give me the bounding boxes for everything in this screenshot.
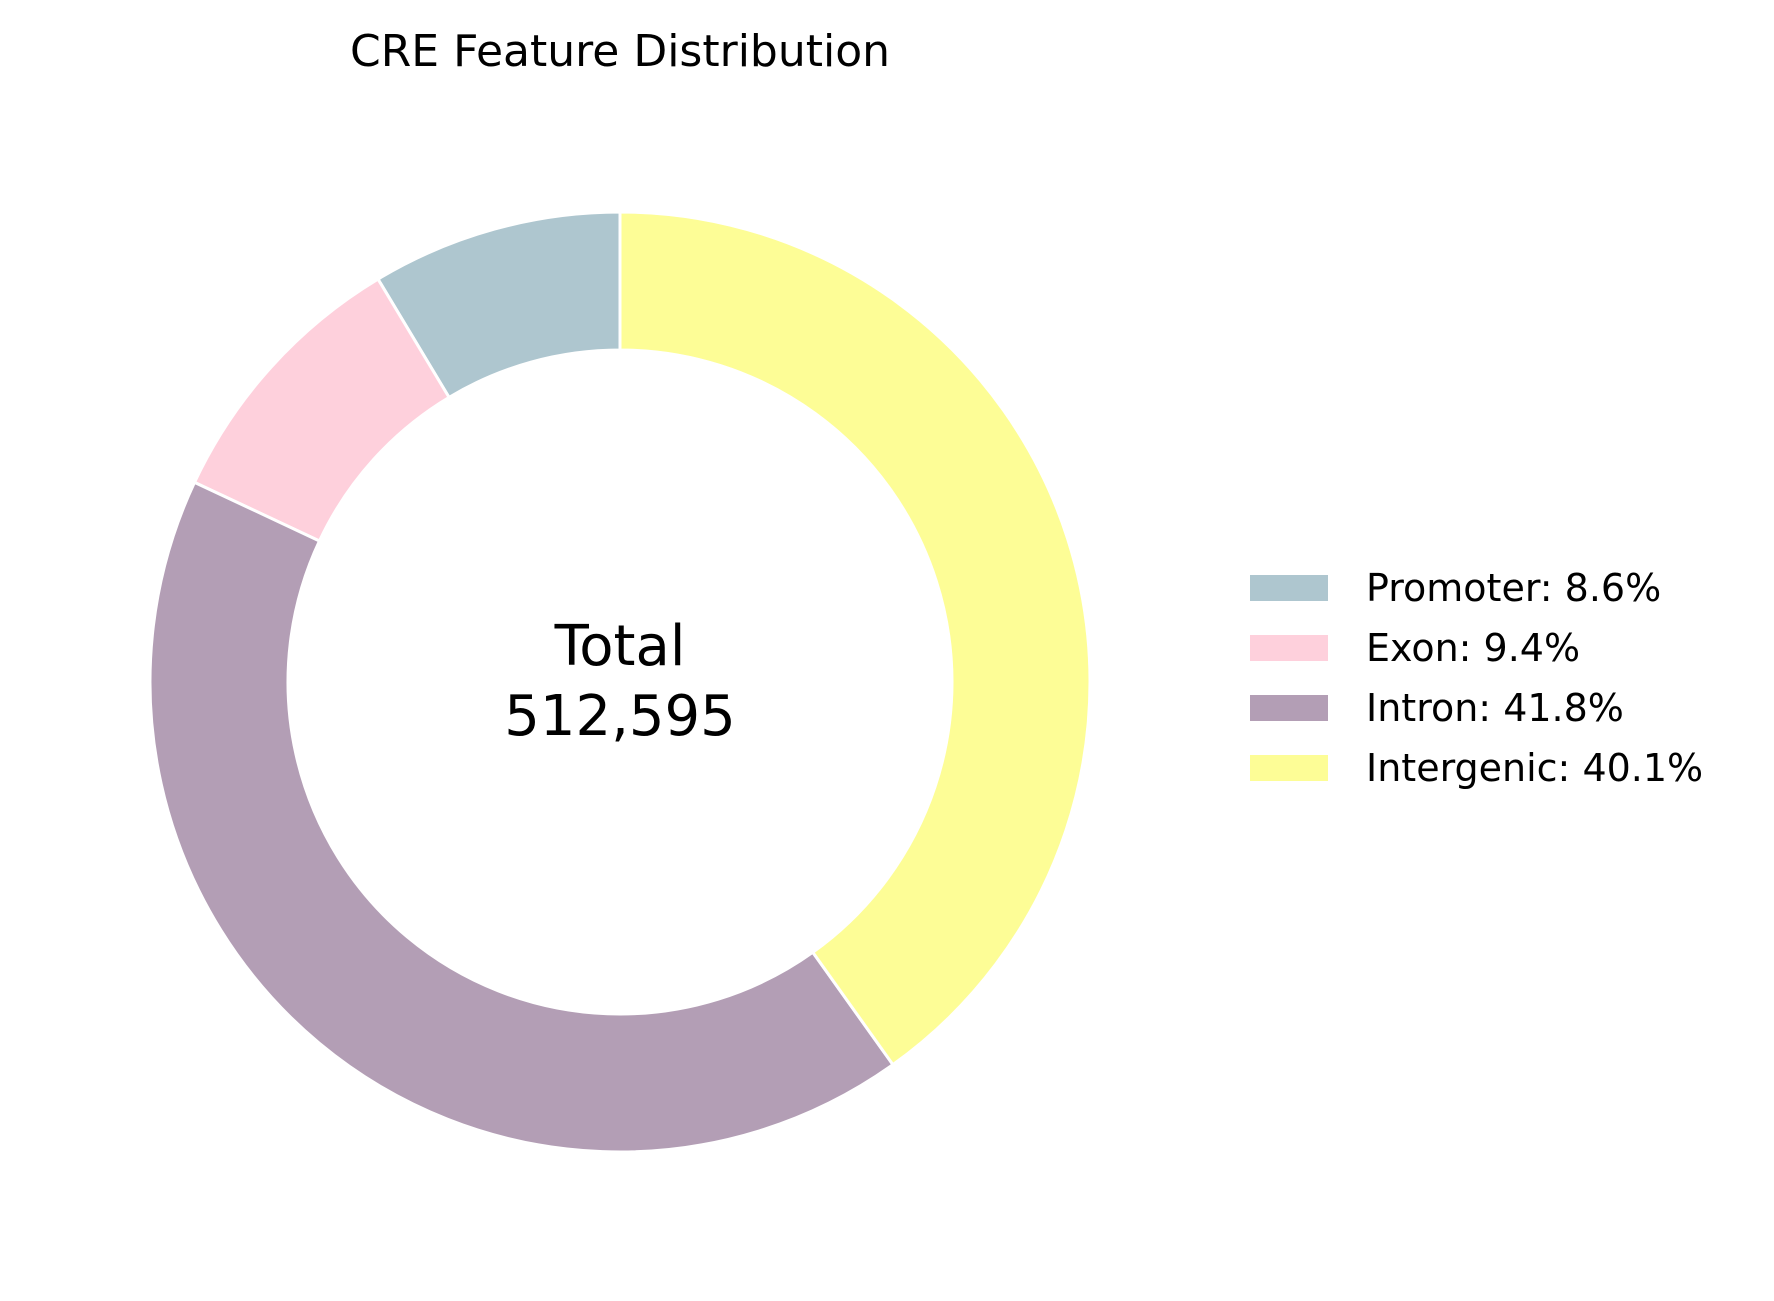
slice-intron [148,480,895,1154]
legend-swatch-intergenic [1250,755,1328,781]
slice-intergenic [618,210,1092,1067]
legend: Promoter: 8.6% Exon: 9.4% Intron: 41.8% Int… [1250,566,1703,790]
legend-swatch-exon [1250,635,1328,661]
center-label-total: Total [554,614,686,679]
legend-swatch-intron [1250,695,1328,721]
legend-label-intergenic: Intergenic: 40.1% [1366,746,1703,790]
legend-swatch-promoter [1250,575,1328,601]
center-label-value: 512,595 [504,684,736,749]
legend-label-promoter: Promoter: 8.6% [1366,566,1661,610]
legend-label-intron: Intron: 41.8% [1366,686,1624,730]
chart-title: CRE Feature Distribution [350,26,890,77]
donut-slices [148,210,1092,1154]
legend-label-exon: Exon: 9.4% [1366,626,1580,670]
